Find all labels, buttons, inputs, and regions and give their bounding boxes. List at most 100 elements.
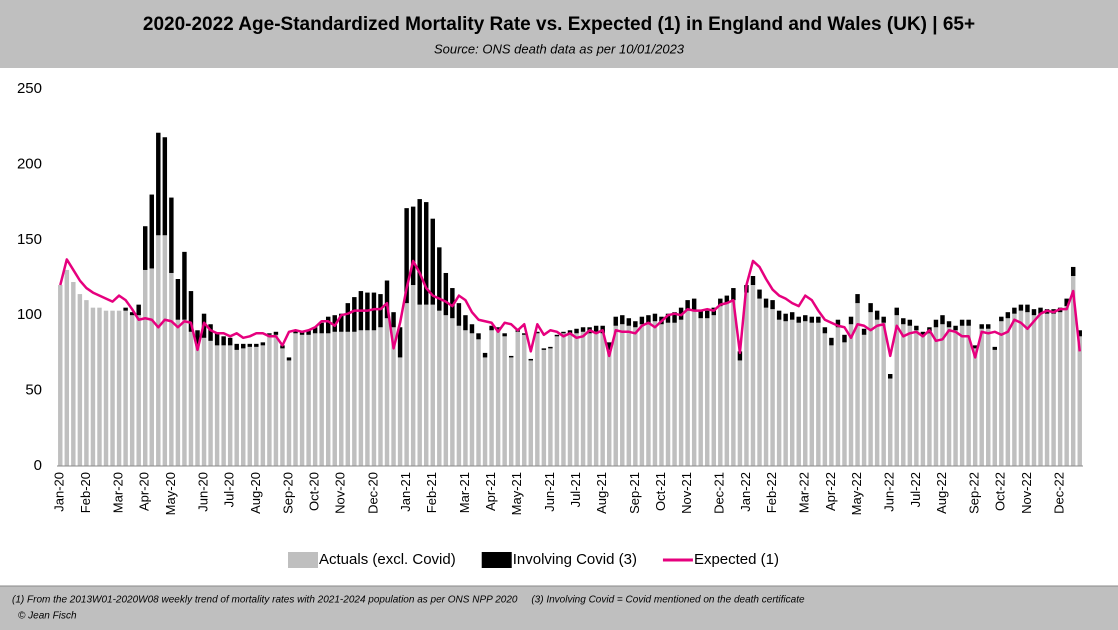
x-tick-label: Dec-22 [1052, 472, 1067, 514]
bar [672, 312, 677, 323]
bar [567, 330, 573, 334]
y-tick-label: 50 [25, 382, 42, 399]
bar [234, 343, 239, 350]
bar [103, 310, 109, 466]
bar [482, 352, 488, 358]
bar [273, 331, 279, 335]
bar [371, 330, 377, 466]
bar [874, 319, 880, 466]
bar [620, 315, 625, 325]
bar [999, 316, 1004, 322]
bar [188, 291, 194, 332]
bar [143, 226, 148, 270]
legend-label: Involving Covid (3) [513, 551, 637, 568]
bar [280, 348, 285, 466]
bar [352, 297, 357, 332]
bar [495, 330, 501, 466]
bar [129, 312, 135, 316]
bar [378, 327, 383, 466]
legend-label: Expected (1) [694, 551, 779, 568]
footnote: (1) From the 2013W01-2020W08 weekly tren… [12, 595, 805, 606]
bar [162, 235, 168, 466]
x-tick-label: Jun-22 [882, 472, 897, 512]
bar [1038, 313, 1043, 466]
bar [757, 289, 762, 299]
bar [1012, 313, 1017, 466]
bar [463, 315, 468, 331]
x-tick-label: Nov-20 [333, 472, 348, 514]
x-tick-label: Jul-22 [908, 472, 923, 507]
bar [763, 307, 769, 466]
bar [796, 322, 801, 466]
bar [1077, 336, 1082, 466]
bar [195, 330, 200, 346]
bar [437, 247, 442, 311]
bar [1025, 312, 1030, 466]
x-tick-label: Aug-20 [248, 472, 263, 514]
bar [783, 313, 788, 322]
x-tick-label: Sep-20 [280, 472, 295, 514]
bar [1077, 330, 1082, 337]
bar [502, 333, 507, 337]
x-tick-label: Jun-21 [542, 472, 557, 512]
bar [384, 318, 390, 466]
bar [319, 322, 324, 334]
chart-subtitle: Source: ONS death data as per 10/01/2023 [434, 41, 685, 56]
bar [508, 355, 514, 358]
bar [254, 346, 259, 466]
bar [437, 310, 442, 466]
bar [600, 333, 605, 466]
bar [391, 312, 396, 328]
bar [972, 348, 978, 466]
x-tick-label: Oct-22 [993, 472, 1008, 511]
bar [280, 345, 285, 349]
bar [959, 325, 965, 466]
bar [312, 333, 318, 466]
x-tick-label: May-22 [849, 472, 864, 515]
bar [339, 313, 344, 332]
bar [339, 331, 344, 466]
bar [456, 303, 462, 326]
bar [946, 327, 952, 466]
bar [678, 319, 684, 466]
bar [535, 333, 540, 466]
bar [554, 336, 560, 466]
bar [835, 319, 841, 328]
y-tick-label: 200 [17, 155, 42, 172]
bar [809, 322, 815, 466]
bar [254, 343, 259, 347]
bar [907, 319, 913, 326]
bar [1031, 309, 1037, 316]
bar [567, 333, 573, 466]
bar [241, 348, 246, 466]
bar [182, 319, 187, 466]
legend-label: Actuals (excl. Covid) [319, 551, 456, 568]
bar [1070, 275, 1076, 466]
bar [227, 337, 233, 346]
bar [711, 315, 716, 466]
bar [705, 318, 710, 466]
bar [325, 333, 331, 466]
bar [750, 275, 756, 286]
bar [724, 295, 730, 304]
bar [156, 235, 161, 466]
bar [345, 303, 351, 332]
bar [763, 298, 769, 308]
bar [731, 300, 736, 466]
header-band [0, 0, 1118, 68]
bar [299, 331, 305, 335]
bar [332, 331, 337, 466]
x-tick-label: Dec-21 [712, 472, 727, 514]
bar [953, 330, 958, 466]
bar [835, 327, 841, 466]
bar [417, 304, 422, 466]
bar [750, 285, 756, 466]
legend-swatch [288, 552, 318, 568]
bar [548, 348, 553, 466]
x-tick-label: Nov-22 [1019, 472, 1034, 514]
bar [953, 325, 958, 331]
bar [58, 285, 63, 466]
bar [1070, 266, 1076, 276]
bar [299, 334, 305, 466]
